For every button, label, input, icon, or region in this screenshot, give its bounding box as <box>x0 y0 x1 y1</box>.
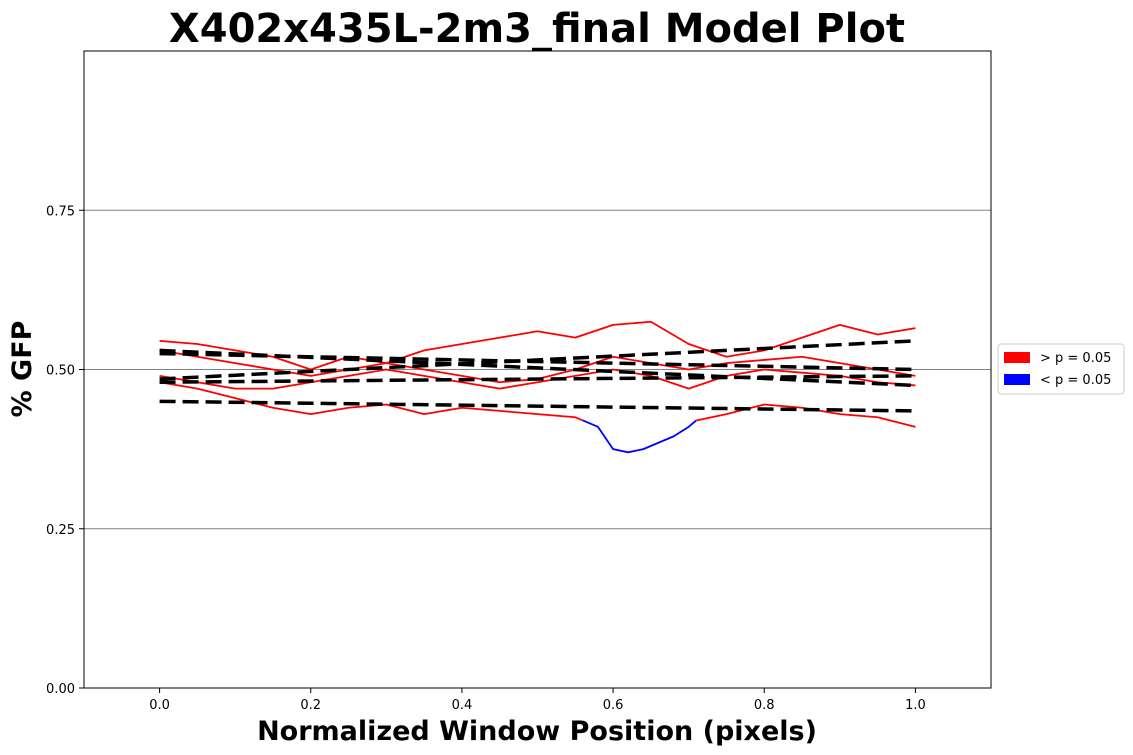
observed-line-2-segment-0 <box>159 368 916 390</box>
y-tick-label-3: 0.75 <box>46 204 75 219</box>
y-axis-ticks: 0.00 0.25 0.50 0.75 <box>46 204 84 697</box>
x-tick-label-3: 0.6 <box>603 698 624 713</box>
x-tick-label-5: 1.0 <box>905 698 926 713</box>
legend: > p = 0.05 < p = 0.05 <box>997 343 1125 395</box>
x-axis-label: Normalized Window Position (pixels) <box>257 716 817 747</box>
model-line-2 <box>159 339 916 381</box>
y-tick-label-2: 0.50 <box>46 364 75 379</box>
observed-line-3-segment-1 <box>582 419 697 454</box>
legend-label-not-significant: > p = 0.05 <box>1040 351 1111 366</box>
model-line-4 <box>159 399 916 413</box>
y-axis-label: % GFP <box>7 321 38 418</box>
legend-swatch-significant <box>1004 374 1030 385</box>
observed-line-3-segment-2 <box>696 403 916 428</box>
y-tick-label-1: 0.25 <box>46 523 75 538</box>
x-axis-ticks: 0.0 0.2 0.4 0.6 0.8 1.0 <box>149 688 926 713</box>
x-tick-label-2: 0.4 <box>452 698 473 713</box>
x-tick-label-4: 0.8 <box>754 698 775 713</box>
model-line-3 <box>159 374 916 384</box>
plot-series <box>159 320 916 454</box>
legend-swatch-not-significant <box>1004 352 1030 363</box>
legend-label-significant: < p = 0.05 <box>1040 373 1111 388</box>
chart-title: X402x435L-2m3_final Model Plot <box>169 6 905 52</box>
x-tick-label-0: 0.0 <box>149 698 170 713</box>
x-tick-label-1: 0.2 <box>300 698 321 713</box>
observed-line-3-segment-0 <box>159 381 584 422</box>
y-tick-label-0: 0.00 <box>46 682 75 697</box>
